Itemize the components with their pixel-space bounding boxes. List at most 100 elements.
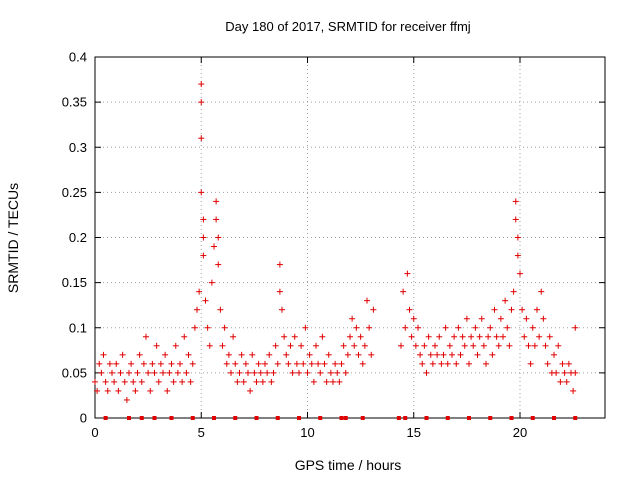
data-point: [310, 378, 317, 385]
data-point: [223, 360, 230, 367]
data-point: [553, 369, 560, 376]
baseline-marker: [127, 416, 131, 420]
data-point: [109, 369, 115, 376]
data-point: [166, 369, 173, 376]
baseline-marker: [139, 416, 144, 420]
data-point: [436, 333, 443, 340]
data-point: [512, 216, 519, 223]
y-tick-label: 0.1: [69, 320, 87, 335]
data-point: [106, 360, 113, 367]
data-point: [285, 360, 292, 367]
data-point: [153, 342, 160, 349]
data-point: [194, 306, 200, 313]
data-point: [502, 297, 509, 304]
baseline-marker: [190, 416, 195, 420]
data-point: [453, 360, 460, 367]
data-point: [531, 342, 538, 349]
data-point: [330, 378, 336, 385]
data-point: [266, 351, 273, 358]
y-tick-label: 0.05: [62, 365, 87, 380]
data-point: [308, 360, 315, 367]
data-point: [444, 360, 451, 367]
data-point: [434, 351, 441, 358]
data-point: [398, 342, 404, 349]
data-point: [412, 342, 419, 349]
data-point: [162, 351, 169, 358]
baseline-markers: [103, 416, 578, 420]
baseline-marker: [297, 416, 301, 420]
data-point: [96, 360, 103, 367]
data-point: [198, 81, 205, 88]
data-point: [340, 342, 347, 349]
baseline-marker: [343, 416, 348, 420]
data-point: [347, 333, 353, 340]
x-tick-label: 0: [91, 425, 98, 440]
baseline-marker: [275, 416, 280, 420]
data-point: [281, 333, 288, 340]
data-point: [306, 351, 313, 358]
data-point: [217, 306, 224, 313]
data-point: [157, 360, 164, 367]
data-point: [425, 333, 432, 340]
data-point: [181, 333, 188, 340]
x-tick-label: 20: [513, 425, 527, 440]
data-point: [334, 369, 341, 376]
data-point: [145, 369, 152, 376]
data-point: [319, 333, 326, 340]
data-point: [540, 315, 547, 322]
data-point: [200, 234, 207, 241]
y-tick-label: 0: [80, 411, 87, 426]
data-point: [493, 333, 500, 340]
data-point: [147, 387, 154, 394]
data-point: [208, 279, 215, 286]
data-point: [191, 324, 198, 331]
data-point: [364, 297, 370, 304]
data-point: [242, 360, 249, 367]
y-tick-label: 0.15: [62, 275, 87, 290]
data-point: [504, 324, 511, 331]
baseline-marker: [212, 416, 216, 420]
data-point: [149, 360, 156, 367]
data-point: [512, 198, 519, 205]
data-point: [355, 351, 362, 358]
data-point: [136, 351, 143, 358]
data-point: [495, 342, 502, 349]
data-point: [143, 333, 149, 340]
data-point: [534, 306, 540, 313]
data-point: [359, 360, 366, 367]
data-point: [238, 351, 245, 358]
baseline-marker: [552, 416, 556, 420]
data-point: [423, 369, 430, 376]
baseline-marker: [360, 416, 365, 420]
data-point: [417, 351, 424, 358]
data-point: [536, 333, 543, 340]
data-point: [370, 306, 377, 313]
data-point: [276, 288, 283, 295]
data-point: [160, 369, 166, 376]
data-point: [332, 360, 339, 367]
data-point: [315, 360, 322, 367]
data-point: [202, 297, 209, 304]
data-point: [132, 387, 139, 394]
data-point: [179, 378, 186, 385]
data-point: [561, 369, 568, 376]
data-point: [189, 360, 196, 367]
data-point: [253, 378, 260, 385]
y-tick-label: 0.35: [62, 95, 87, 110]
data-point: [468, 333, 475, 340]
data-point: [245, 369, 251, 376]
baseline-marker: [424, 416, 429, 420]
data-point: [563, 378, 570, 385]
baseline-marker: [233, 416, 238, 420]
data-point: [128, 360, 135, 367]
data-point: [406, 306, 413, 313]
data-point: [272, 342, 279, 349]
baseline-marker: [530, 416, 535, 420]
data-point: [104, 387, 111, 394]
data-point: [357, 333, 364, 340]
data-point: [257, 369, 264, 376]
data-point: [215, 261, 222, 268]
data-point: [427, 351, 434, 358]
data-point: [268, 378, 275, 385]
baseline-marker: [488, 416, 493, 420]
